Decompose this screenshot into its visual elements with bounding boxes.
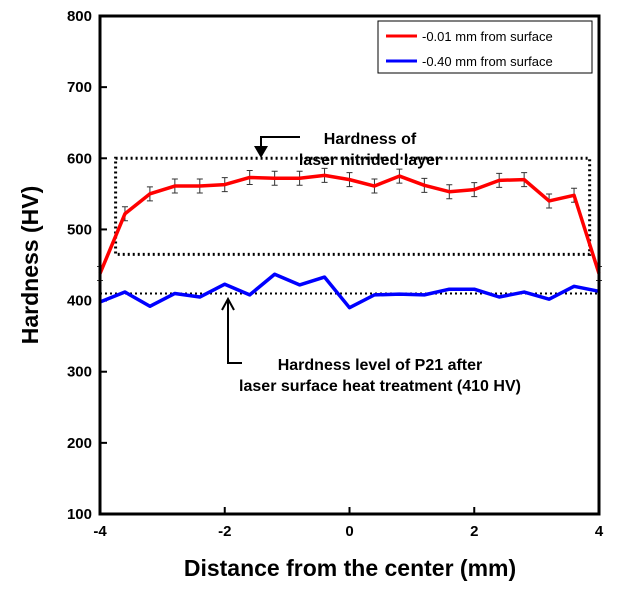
data-point bbox=[397, 174, 401, 178]
data-point bbox=[123, 290, 127, 294]
y-tick-label: 200 bbox=[67, 435, 92, 452]
svg-text:laser nitrided layer: laser nitrided layer bbox=[299, 152, 441, 169]
svg-text:laser surface heat treatment (: laser surface heat treatment (410 HV) bbox=[239, 378, 521, 395]
data-point bbox=[248, 293, 252, 297]
data-point bbox=[148, 304, 152, 308]
annotation-p21: Hardness level of P21 after laser surfac… bbox=[221, 296, 521, 395]
x-tick-label: -4 bbox=[93, 523, 107, 540]
data-point bbox=[173, 291, 177, 295]
data-point bbox=[397, 292, 401, 296]
data-point bbox=[298, 283, 302, 287]
data-point bbox=[173, 184, 177, 188]
data-point bbox=[447, 287, 451, 291]
data-point bbox=[223, 282, 227, 286]
x-tick-label: 2 bbox=[470, 523, 478, 540]
legend-entry-blue: -0.40 mm from surface bbox=[422, 54, 553, 69]
data-point bbox=[123, 212, 127, 216]
legend-entry-red: -0.01 mm from surface bbox=[422, 29, 553, 44]
data-point bbox=[198, 295, 202, 299]
legend: -0.01 mm from surface -0.40 mm from surf… bbox=[377, 20, 593, 74]
data-point bbox=[223, 183, 227, 187]
x-tick-label: 0 bbox=[345, 523, 353, 540]
data-point bbox=[472, 188, 476, 192]
data-point bbox=[522, 178, 526, 182]
data-point bbox=[348, 178, 351, 182]
data-point bbox=[522, 290, 526, 294]
data-point bbox=[497, 178, 501, 182]
svg-text:Hardness level of P21 after: Hardness level of P21 after bbox=[278, 357, 483, 374]
data-point bbox=[422, 183, 426, 187]
data-point bbox=[348, 306, 351, 310]
x-axis-label: Distance from the center (mm) bbox=[184, 555, 516, 581]
data-point bbox=[323, 173, 327, 177]
x-tick-label: 4 bbox=[595, 523, 604, 540]
x-tick-label: -2 bbox=[218, 523, 231, 540]
y-tick-label: 700 bbox=[67, 79, 92, 96]
data-point bbox=[422, 293, 426, 297]
data-point bbox=[248, 175, 252, 179]
arrow-up-icon bbox=[221, 296, 242, 364]
highlight-box bbox=[114, 156, 592, 256]
data-point bbox=[572, 193, 576, 197]
data-point bbox=[273, 176, 277, 180]
y-tick-label: 100 bbox=[67, 506, 92, 523]
data-point bbox=[472, 287, 476, 291]
data-point bbox=[323, 275, 327, 279]
plot-frame bbox=[98, 14, 601, 516]
data-point bbox=[372, 293, 376, 297]
y-tick-label: 600 bbox=[67, 150, 92, 167]
y-tick-label: 300 bbox=[67, 364, 92, 381]
annotation-nitrided: Hardness of laser nitrided layer bbox=[254, 131, 441, 169]
y-tick-label: 800 bbox=[67, 8, 92, 25]
data-point bbox=[273, 272, 277, 276]
data-point bbox=[497, 295, 501, 299]
arrow-down-icon bbox=[260, 136, 300, 150]
data-point bbox=[198, 184, 202, 188]
data-point bbox=[372, 184, 376, 188]
series-blue bbox=[98, 272, 601, 310]
y-tick-label: 400 bbox=[67, 293, 92, 310]
data-point bbox=[447, 190, 451, 194]
data-point bbox=[572, 284, 576, 288]
data-point bbox=[547, 297, 551, 301]
y-tick-label: 500 bbox=[67, 221, 92, 238]
series-red bbox=[97, 167, 602, 282]
y-axis-label: Hardness (HV) bbox=[17, 186, 43, 344]
svg-text:Hardness of: Hardness of bbox=[324, 131, 417, 148]
data-point bbox=[547, 199, 551, 203]
data-point bbox=[148, 192, 152, 196]
data-point bbox=[298, 176, 302, 180]
